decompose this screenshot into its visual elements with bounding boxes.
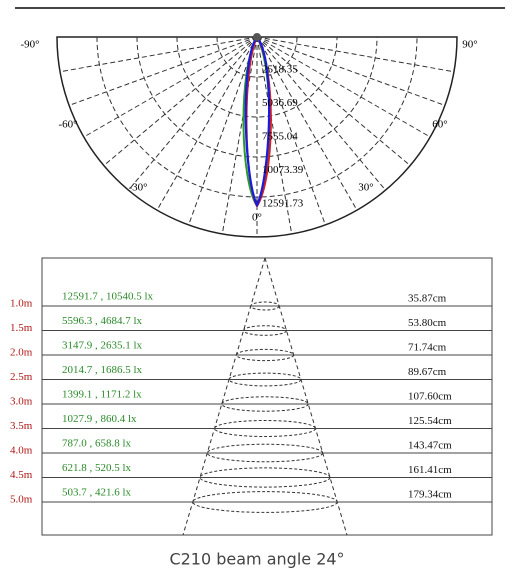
spoke (256, 36, 446, 106)
diameter: 161.41cm (408, 464, 452, 476)
illuminance: 1399.1 , 1171.2 lx (62, 389, 142, 401)
spoke (256, 36, 358, 211)
beam-ellipse (221, 396, 309, 412)
spoke (59, 36, 258, 73)
diameter: 125.54cm (408, 415, 452, 427)
center-dot (253, 33, 261, 41)
illuminance: 1027.9 , 860.4 lx (62, 413, 137, 425)
angle-label: 60° (432, 119, 447, 131)
distance: 4.0m (10, 445, 33, 457)
spoke (221, 36, 258, 235)
spoke (256, 36, 293, 235)
illuminance: 503.7 , 421.6 lx (62, 487, 132, 499)
illuminance: 2014.7 , 1686.5 lx (62, 364, 143, 376)
diameter: 143.47cm (408, 440, 452, 452)
ring-label: 5036.69 (262, 97, 298, 109)
ring-label: 2518.35 (262, 64, 298, 76)
distance: 4.5m (10, 469, 33, 481)
spoke (256, 36, 386, 191)
distance: 5.0m (10, 494, 33, 506)
spoke (256, 36, 411, 166)
cone-edge (264, 257, 348, 536)
illuminance-table: 1.0m 12591.7 , 10540.5 lx 35.87cm 1.5m 5596.… (10, 257, 493, 536)
spoke (128, 36, 258, 191)
spoke (256, 36, 431, 138)
ring-label: 10073.39 (262, 164, 304, 176)
angle-label: -30° (128, 182, 147, 194)
diameter: 53.80cm (408, 317, 447, 329)
spoke (83, 36, 258, 138)
curve-blue (244, 36, 271, 208)
diameter: 35.87cm (408, 293, 447, 305)
spoke (256, 36, 326, 226)
illuminance: 12591.7 , 10540.5 lx (62, 291, 154, 303)
beam-ellipse (199, 467, 331, 488)
outer-arc (56, 36, 458, 238)
table-frame (41, 257, 493, 536)
diameter: 179.34cm (408, 489, 452, 501)
illuminance: 5596.3 , 4684.7 lx (62, 315, 143, 327)
beam-ellipse (243, 325, 287, 336)
ring (176, 36, 338, 118)
spoke (68, 36, 258, 106)
distance: 2.5m (10, 371, 33, 383)
angle-label: -90° (20, 39, 39, 51)
angle-label: 90° (462, 39, 477, 51)
polar-diagram: -90° 90° -60° 60° -30° 30° 0° 2518.35 5036.69 755… (20, 33, 478, 238)
ring-label: 7555.04 (262, 131, 298, 143)
spoke (103, 36, 258, 166)
cone-edge (182, 257, 266, 536)
distance: 1.0m (10, 298, 33, 310)
distance: 3.0m (10, 396, 33, 408)
angle-label: -60° (58, 119, 77, 131)
ring (216, 36, 298, 78)
angle-label: 0° (252, 212, 262, 224)
beam-ellipse (192, 491, 338, 513)
beam-ellipse (228, 372, 302, 387)
caption: C210 beam angle 24° (169, 550, 344, 569)
spoke (256, 36, 455, 73)
angle-label: 30° (358, 182, 373, 194)
beam-ellipse (206, 443, 324, 463)
beam-ellipse (214, 420, 316, 437)
beam-ellipse (250, 301, 280, 311)
illuminance: 3147.9 , 2635.1 lx (62, 340, 143, 352)
distance: 3.5m (10, 420, 33, 432)
spoke (188, 36, 258, 226)
distance: 1.5m (10, 322, 33, 334)
diameter: 89.67cm (408, 366, 447, 378)
distance: 2.0m (10, 347, 33, 359)
diameter: 71.74cm (408, 342, 447, 354)
diameter: 107.60cm (408, 391, 452, 403)
illuminance: 621.8 , 520.5 lx (62, 462, 132, 474)
spoke (156, 36, 258, 211)
beam-ellipse (235, 348, 295, 362)
ring-label: 12591.73 (262, 198, 304, 210)
illuminance: 787.0 , 658.8 lx (62, 438, 132, 450)
